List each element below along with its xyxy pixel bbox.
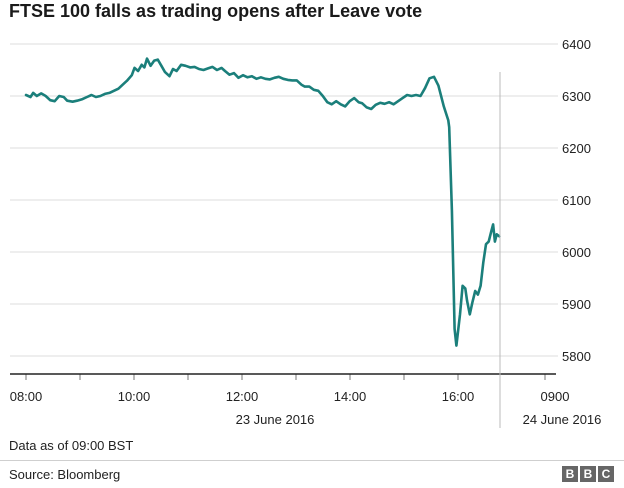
- date-label-day1: 23 June 2016: [236, 412, 315, 427]
- line-chart: 5800 5900 6000 6100 6200 6300 6400 08:00 10:00 1…: [10, 37, 602, 428]
- x-tick-label: 10:00: [118, 389, 151, 404]
- x-tick-label: 14:00: [334, 389, 367, 404]
- x-tick-label: 08:00: [10, 389, 43, 404]
- gridlines: [10, 43, 558, 357]
- y-tick-label: 6400: [562, 37, 591, 52]
- y-tick-label: 6200: [562, 141, 591, 156]
- y-tick-label: 6300: [562, 89, 591, 104]
- data-note: Data as of 09:00 BST: [9, 438, 134, 453]
- ftse-series-line: [24, 57, 501, 347]
- y-axis-ticks: 5800 5900 6000 6100 6200 6300 6400: [562, 37, 591, 364]
- logo-letter-b2: B: [580, 466, 596, 482]
- x-tick-label: 16:00: [442, 389, 475, 404]
- chart-title: FTSE 100 falls as trading opens after Le…: [9, 1, 423, 21]
- y-tick-label: 6100: [562, 193, 591, 208]
- series-layer: [24, 57, 501, 347]
- y-tick-label: 5900: [562, 297, 591, 312]
- y-tick-label: 5800: [562, 349, 591, 364]
- x-tick-label: 0900: [541, 389, 570, 404]
- logo-letter-c: C: [598, 466, 614, 482]
- logo-letter-b1: B: [562, 466, 578, 482]
- y-tick-label: 6000: [562, 245, 591, 260]
- footer-divider: [0, 460, 624, 461]
- x-tick-label: 12:00: [226, 389, 259, 404]
- source-label: Source: Bloomberg: [9, 467, 121, 482]
- x-axis-ticks: 08:00 10:00 12:00 14:00 16:00 0900: [10, 374, 570, 404]
- date-label-day2: 24 June 2016: [523, 412, 602, 427]
- bbc-logo: B B C: [562, 466, 614, 482]
